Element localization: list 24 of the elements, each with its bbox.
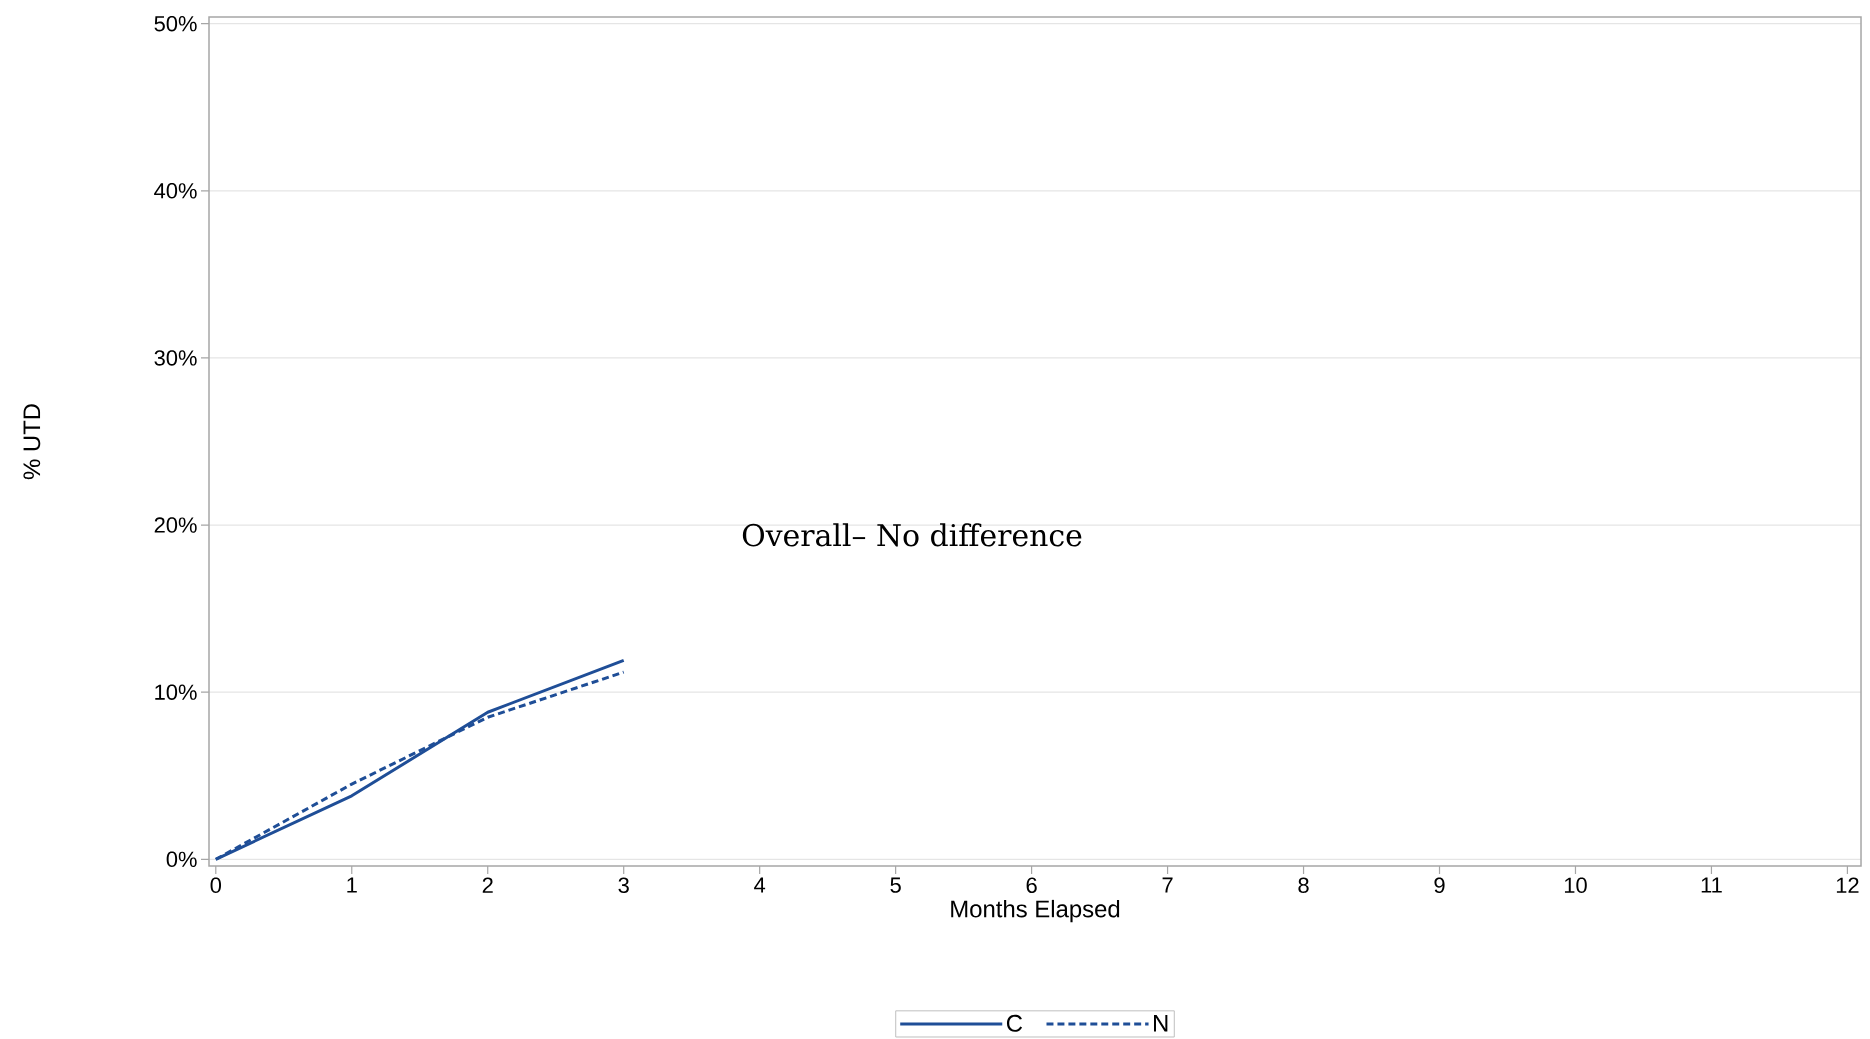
legend-label: N: [1154, 1014, 1168, 1032]
x-tick-label: 1: [347, 877, 357, 893]
y-axis-title: % UTD: [23, 404, 41, 480]
x-tick-label: 3: [618, 877, 629, 894]
x-tick-label: 5: [890, 877, 901, 893]
x-tick-label: 12: [1836, 877, 1859, 893]
x-tick-label: 7: [1162, 877, 1173, 893]
y-tick-label: 20%: [154, 517, 197, 533]
y-tick-label: 10%: [155, 684, 197, 700]
x-tick-label: 4: [754, 877, 766, 893]
x-tick-label: 6: [1026, 877, 1037, 894]
y-tick-label: 30%: [154, 350, 197, 366]
x-tick-label: 11: [1701, 877, 1722, 893]
y-tick-label: 50%: [154, 15, 197, 32]
x-tick-label: 0: [210, 877, 222, 894]
y-tick-label: 40%: [154, 183, 197, 199]
x-tick-label: 10: [1564, 877, 1587, 894]
x-tick-label: 2: [482, 877, 493, 893]
x-tick-label: 8: [1298, 877, 1309, 894]
legend-label: C: [1006, 1014, 1023, 1032]
x-tick-label: 9: [1434, 877, 1445, 894]
x-axis-title: Months Elapsed: [951, 899, 1120, 923]
annotation: Overall– No difference: [742, 523, 1082, 547]
y-tick-label: 0%: [166, 851, 197, 868]
